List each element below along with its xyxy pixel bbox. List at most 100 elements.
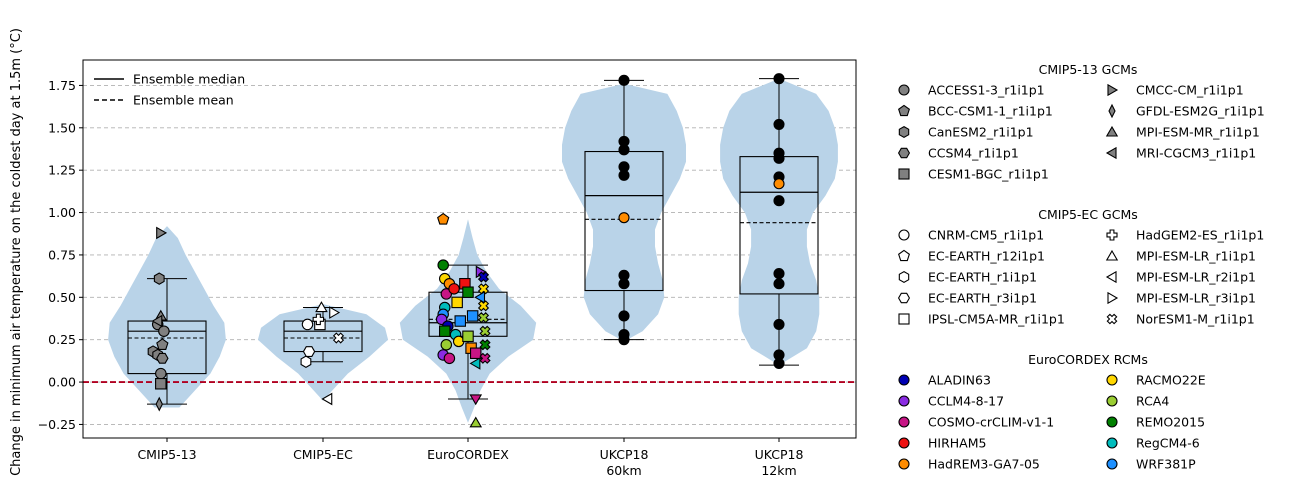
data-point (440, 339, 453, 351)
legend-label: MPI-ESM-LR_r1i1p1 (1136, 249, 1256, 264)
legend-group-title: CMIP5-13 GCMs (1039, 62, 1138, 77)
legend-label: CNRM-CM5_r1i1p1 (928, 228, 1044, 243)
data-point (451, 296, 463, 309)
legend-label: MPI-ESM-LR_r3i1p1 (1136, 291, 1256, 306)
legend-marker (1106, 437, 1118, 449)
legend-label: MRI-CGCM3_r1i1p1 (1136, 146, 1256, 161)
data-point (773, 152, 785, 164)
legend-marker (1105, 125, 1119, 137)
x-axis-ticks: CMIP5-13 CMIP5-EC EuroCORDEX UKCP18 60km UKCP… (137, 438, 803, 478)
legend-marker (898, 270, 910, 284)
data-point (618, 144, 630, 156)
data-point (773, 73, 785, 85)
legend-marker (1106, 313, 1118, 325)
legend-marker (1108, 103, 1116, 119)
legend-marker (898, 229, 910, 241)
legend-group: CMIP5-EC GCMs CNRM-CM5_r1i1p1 EC-EARTH_r12… (897, 207, 1264, 327)
data-point (479, 325, 491, 337)
legend-marker (898, 416, 910, 428)
legend-line-label: Ensemble median (133, 72, 245, 87)
y-axis-ticks: −0.25 0.00 0.25 0.50 0.75 1.00 1.25 1.50 1.75 (38, 78, 83, 432)
outer-legend: CMIP5-13 GCMs ACCESS1-3_r1i1p1 BCC-CSM1-1_… (897, 62, 1265, 472)
legend-marker (898, 374, 910, 386)
legend-marker (898, 395, 910, 407)
data-point (151, 314, 163, 328)
inner-legend: Ensemble median Ensemble mean (94, 72, 245, 108)
legend-marker (1106, 229, 1118, 241)
data-point (618, 310, 630, 322)
x-tick-label: CMIP5-EC (293, 447, 353, 462)
legend-group: EuroCORDEX RCMs ALADIN63 CCLM4-8-17 COSMO-c… (898, 352, 1206, 472)
data-point (155, 367, 167, 380)
data-point (329, 306, 341, 319)
legend-marker (1106, 416, 1118, 428)
x-tick-label: CMIP5-13 (137, 447, 196, 462)
data-point (477, 283, 490, 295)
data-point (477, 300, 490, 312)
legend-label: GFDL-ESM2G_r1i1p1 (1136, 104, 1265, 119)
data-point (153, 272, 165, 285)
legend-label: RACMO22E (1136, 373, 1206, 388)
x-tick-label: UKCP18 12km (755, 447, 804, 478)
violin-layer (108, 78, 838, 423)
legend-marker (1105, 146, 1117, 160)
y-tick-label: 1.75 (48, 78, 76, 93)
legend-group: CMIP5-13 GCMs ACCESS1-3_r1i1p1 BCC-CSM1-1_… (897, 62, 1265, 182)
data-point (437, 212, 450, 225)
legend-marker (898, 458, 910, 470)
data-point (155, 378, 167, 390)
legend-label: MPI-ESM-LR_r2i1p1 (1136, 270, 1256, 285)
data-point (773, 195, 785, 207)
legend-label: ALADIN63 (928, 373, 991, 388)
y-tick-label: 0.25 (48, 332, 76, 347)
data-point (462, 286, 474, 298)
box-iqr (127, 320, 207, 375)
legend-label: HadREM3-GA7-05 (928, 457, 1040, 472)
y-tick-label: 1.25 (48, 163, 76, 178)
x-tick-label: UKCP18 60km (600, 447, 649, 478)
data-point (477, 271, 490, 283)
point-layer (147, 73, 785, 428)
data-point (773, 357, 785, 369)
data-point (469, 394, 483, 406)
data-point (469, 416, 483, 428)
legend-marker (898, 313, 910, 325)
legend-label: IPSL-CM5A-MR_r1i1p1 (928, 312, 1065, 327)
data-point (321, 392, 333, 406)
legend-label: ACCESS1-3_r1i1p1 (928, 83, 1045, 98)
legend-marker (1105, 270, 1117, 284)
legend-marker (1106, 458, 1118, 470)
legend-marker (898, 104, 910, 117)
legend-label: EC-EARTH_r1i1p1 (928, 270, 1037, 285)
legend-group-title: EuroCORDEX RCMs (1028, 352, 1148, 367)
data-point (437, 259, 449, 271)
legend-line-label: Ensemble mean (133, 93, 234, 108)
legend-marker (1106, 395, 1118, 407)
y-tick-label: 0.75 (48, 247, 76, 262)
legend-marker (897, 292, 911, 304)
data-point (479, 352, 491, 364)
legend-group-title: CMIP5-EC GCMs (1038, 207, 1138, 222)
y-axis-label: Change in minimum air temperature on the… (9, 28, 24, 476)
legend-marker (898, 84, 910, 96)
data-point (332, 332, 345, 344)
legend-marker (1106, 374, 1118, 386)
y-tick-label: 0.00 (48, 375, 76, 390)
data-point (301, 318, 314, 331)
legend-label: BCC-CSM1-1_r1i1p1 (928, 104, 1053, 119)
legend-label: COSMO-crCLIM-v1-1 (928, 415, 1054, 430)
data-point (448, 283, 460, 295)
data-point (155, 396, 163, 412)
data-point (462, 330, 474, 343)
legend-label: RegCM4-6 (1136, 436, 1200, 451)
legend-label: CESM1-BGC_r1i1p1 (928, 167, 1049, 182)
legend-marker (897, 147, 911, 159)
data-point (618, 212, 630, 224)
data-point (474, 290, 486, 304)
legend-label: MPI-ESM-MR_r1i1p1 (1136, 125, 1260, 140)
data-point (454, 315, 466, 327)
data-point (773, 178, 785, 190)
data-point (469, 347, 482, 359)
legend-marker (1107, 291, 1119, 305)
